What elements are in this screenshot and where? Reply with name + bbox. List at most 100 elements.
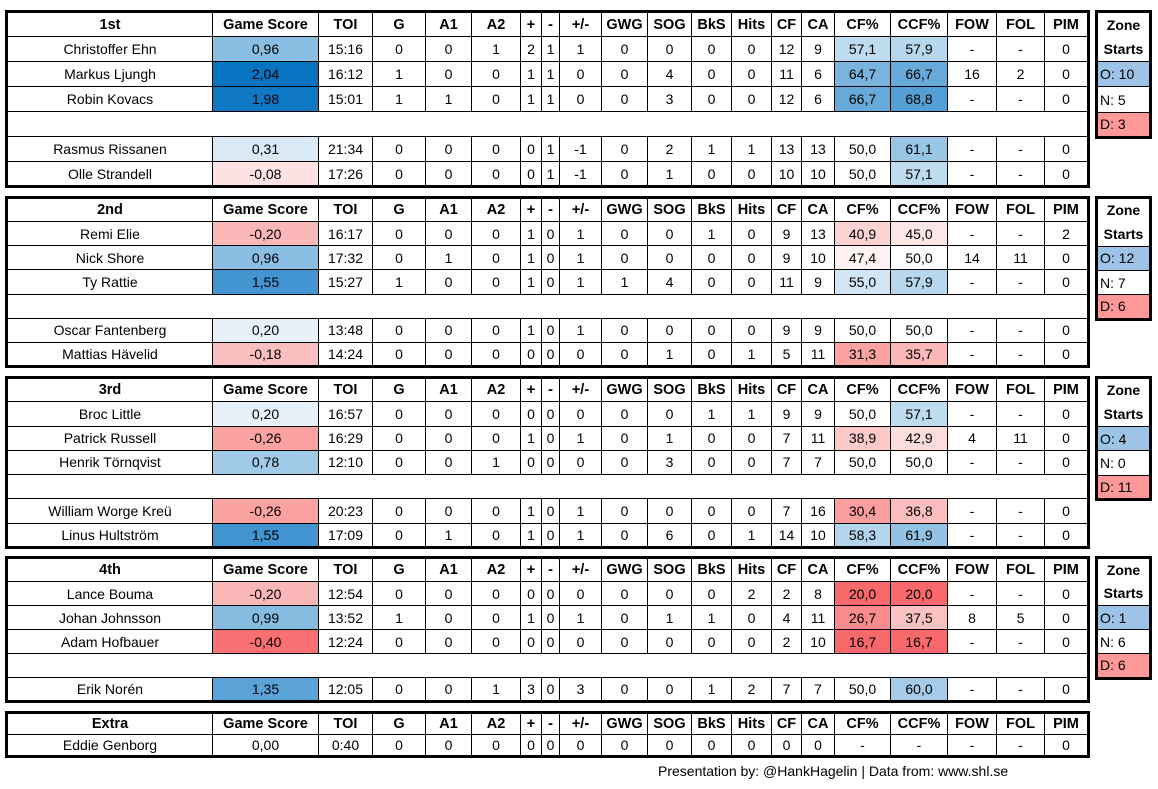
- stat-cell: 0: [601, 317, 648, 343]
- stat-cell: 12:10: [318, 449, 373, 476]
- stat-cell: -: [996, 36, 1045, 62]
- stat-cell: 0: [601, 449, 648, 476]
- stat-cell: 16,7: [834, 629, 891, 654]
- stat-cell: 16:17: [318, 221, 373, 247]
- stat-cell: -0,20: [212, 221, 319, 247]
- stat-cell: 0: [691, 161, 732, 187]
- column-header: CF%: [834, 376, 891, 403]
- column-header: CF: [771, 376, 802, 403]
- stat-cell: 0,00: [212, 734, 319, 757]
- stat-cell: 7: [801, 449, 835, 476]
- stat-cell: 0: [471, 341, 521, 368]
- stat-cell: 0: [1044, 498, 1089, 524]
- zone-offensive: O: 1: [1096, 605, 1151, 631]
- player-name: Nick Shore: [6, 245, 213, 271]
- zone-starts-title: Starts: [1096, 581, 1151, 606]
- stat-cell: 0: [425, 605, 472, 630]
- stat-cell: 50,0: [834, 677, 891, 702]
- stat-cell: 0: [691, 734, 732, 757]
- column-header: FOL: [996, 557, 1045, 582]
- stat-cell: 1: [541, 161, 560, 187]
- stat-cell: 42,9: [890, 425, 948, 451]
- stat-cell: 10: [801, 522, 835, 549]
- zone-defensive: D: 6: [1096, 294, 1151, 320]
- stat-cell: -: [947, 269, 997, 295]
- player-name: Christoffer Ehn: [6, 36, 213, 62]
- stat-cell: 6: [801, 61, 835, 87]
- stat-cell: 1: [425, 522, 472, 549]
- column-header: +: [520, 376, 542, 403]
- stat-cell: 1: [559, 221, 602, 247]
- stat-cell: 14:24: [318, 341, 373, 368]
- stat-cell: 58,3: [834, 522, 891, 549]
- stat-cell: 1: [425, 245, 472, 271]
- stat-cell: 0: [771, 734, 802, 757]
- spacer-row: [6, 474, 1089, 500]
- stat-cell: 11: [996, 245, 1045, 271]
- stat-cell: 0: [731, 221, 772, 247]
- player-row: Olle Strandell -0,08 17:26 0 0 0 0 1 -1 0 1 0 0 10 10 5…: [6, 161, 1089, 187]
- stat-cell: 0: [601, 401, 648, 427]
- column-header: CA: [801, 196, 835, 223]
- stat-cell: 15:01: [318, 86, 373, 112]
- column-header: A2: [471, 376, 521, 403]
- stat-cell: 1: [731, 401, 772, 427]
- stat-cell: 0: [647, 734, 692, 757]
- player-name: Markus Ljungh: [6, 61, 213, 87]
- stat-cell: 0: [425, 401, 472, 427]
- stat-cell: 0: [520, 136, 542, 162]
- stat-cell: 1,55: [212, 269, 319, 295]
- stat-cell: -0,26: [212, 425, 319, 451]
- stat-cell: 4: [647, 269, 692, 295]
- column-header: PIM: [1044, 557, 1089, 582]
- stat-cell: 64,7: [834, 61, 891, 87]
- stat-cell: 20,0: [834, 581, 891, 606]
- stat-cell: 57,9: [890, 36, 948, 62]
- stat-cell: 1: [471, 449, 521, 476]
- line-title: 1st: [6, 11, 213, 37]
- column-header: BkS: [691, 196, 732, 223]
- stat-cell: 11: [801, 605, 835, 630]
- column-header: CA: [801, 11, 835, 37]
- stat-cell: 1: [372, 605, 426, 630]
- zone-offensive: O: 12: [1096, 245, 1151, 271]
- stat-cell: -: [947, 161, 997, 187]
- stat-cell: 1: [541, 86, 560, 112]
- stat-cell: 68,8: [890, 86, 948, 112]
- stat-cell: -: [996, 86, 1045, 112]
- column-header: -: [541, 557, 560, 582]
- column-header: BkS: [691, 11, 732, 37]
- column-header: GWG: [601, 11, 648, 37]
- stat-cell: 0: [541, 317, 560, 343]
- zone-neutral: N: 6: [1096, 629, 1151, 655]
- stat-cell: 9: [771, 401, 802, 427]
- stat-cell: 0: [731, 498, 772, 524]
- player-name: Ty Rattie: [6, 269, 213, 295]
- stat-cell: 10: [801, 629, 835, 654]
- stat-cell: 0: [691, 245, 732, 271]
- stat-cell: 1: [601, 269, 648, 295]
- stat-cell: 0: [1044, 136, 1089, 162]
- stat-cell: 0,99: [212, 605, 319, 630]
- line-table-3rd: 3rd Game Score TOI G A1 A2 + - +/- GWG SOG BkS Hits C…: [5, 376, 1090, 549]
- player-name: Patrick Russell: [6, 425, 213, 451]
- header-row: 1st Game Score TOI G A1 A2 + - +/- GWG SOG BkS Hits C…: [6, 11, 1089, 37]
- stat-cell: 0: [647, 581, 692, 606]
- player-row: Henrik Törnqvist 0,78 12:10 0 0 1 0 0 0 0 3 0 0 7 7 50,…: [6, 449, 1089, 476]
- player-row: Adam Hofbauer -0,40 12:24 0 0 0 0 0 0 0 0 0 0 2 10 16,7…: [6, 629, 1089, 654]
- column-header: A2: [471, 712, 521, 735]
- player-name: William Worge Kreü: [6, 498, 213, 524]
- stat-cell: 0: [520, 581, 542, 606]
- stat-cell: 47,4: [834, 245, 891, 271]
- zone-defensive: D: 6: [1096, 653, 1151, 679]
- stat-cell: 0: [691, 522, 732, 549]
- zone-defensive: D: 3: [1096, 111, 1151, 138]
- player-name: Oscar Fantenberg: [6, 317, 213, 343]
- stat-cell: 1: [559, 605, 602, 630]
- stat-cell: 7: [771, 425, 802, 451]
- stat-cell: 0: [425, 269, 472, 295]
- stat-cell: 0: [1044, 605, 1089, 630]
- line-title: 2nd: [6, 196, 213, 223]
- zone-starts-title: Zone: [1096, 197, 1151, 222]
- stat-cell: 0: [731, 449, 772, 476]
